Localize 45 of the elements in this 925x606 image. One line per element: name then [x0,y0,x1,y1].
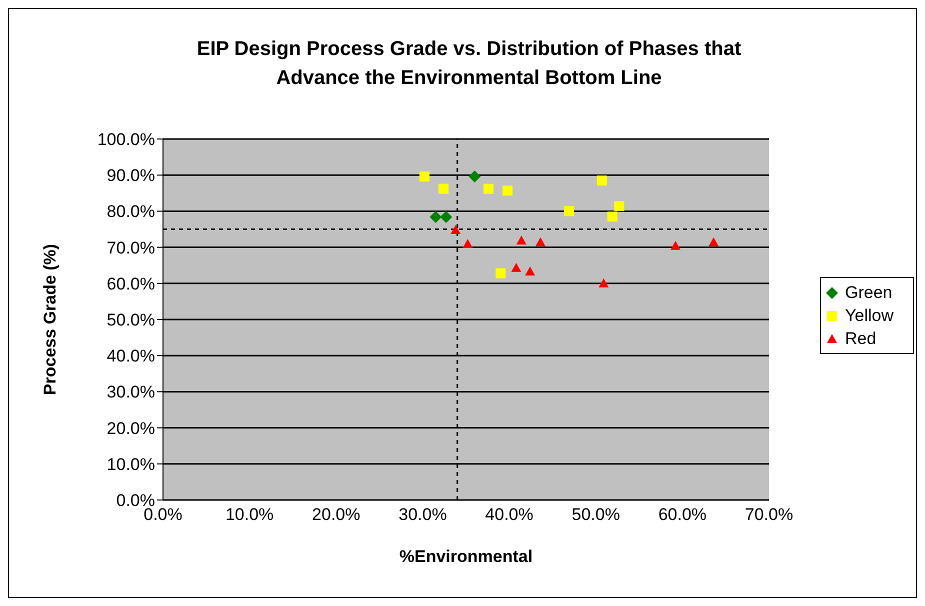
y-tick-label: 70.0% [106,238,155,258]
y-axis-title: Process Grade (%) [40,244,60,396]
point [462,239,473,248]
x-tick-label: 10.0% [225,505,274,524]
x-tick-label: 0.0% [144,505,182,524]
y-tick-label: 50.0% [106,310,155,330]
y-tick-label: 30.0% [106,382,155,402]
legend-label: Green [845,282,892,304]
x-axis-title: %Environmental [399,547,533,566]
x-tick-label: 30.0% [398,505,447,524]
point [525,266,536,276]
chart-title: EIP Design Process Grade vs. Distribution of Phases that Advance the Environmental Bottom Line [196,37,742,91]
point [614,201,624,212]
x-tick-label: 70.0% [744,505,794,524]
point [511,262,522,272]
point [440,210,452,223]
y-tick-label: 90.0% [106,166,155,186]
legend-label: Yellow [845,305,894,327]
point [419,172,430,182]
y-tick-label: 60.0% [106,274,155,294]
point [564,206,574,216]
point [598,278,609,288]
point [450,224,461,234]
legend-label: Red [845,328,876,350]
point [438,184,448,194]
point [496,268,506,278]
y-tick-label: 80.0% [106,202,155,222]
point [596,176,607,186]
x-tick-label: 50.0% [572,505,620,524]
point [502,186,513,196]
x-tick-label: 40.0% [485,505,534,524]
point [535,237,546,246]
point [607,212,618,222]
point [516,235,526,244]
point [670,240,681,250]
y-tick-label: 40.0% [106,346,155,366]
point [484,184,494,194]
point [468,170,481,183]
y-tick-label: 20.0% [106,418,155,438]
point [430,210,442,223]
point [708,237,719,246]
y-tick-label: 100.0% [97,130,155,150]
x-tick-label: 20.0% [312,505,360,524]
y-tick-label: 10.0% [106,454,155,474]
x-tick-label: 60.0% [658,505,707,524]
